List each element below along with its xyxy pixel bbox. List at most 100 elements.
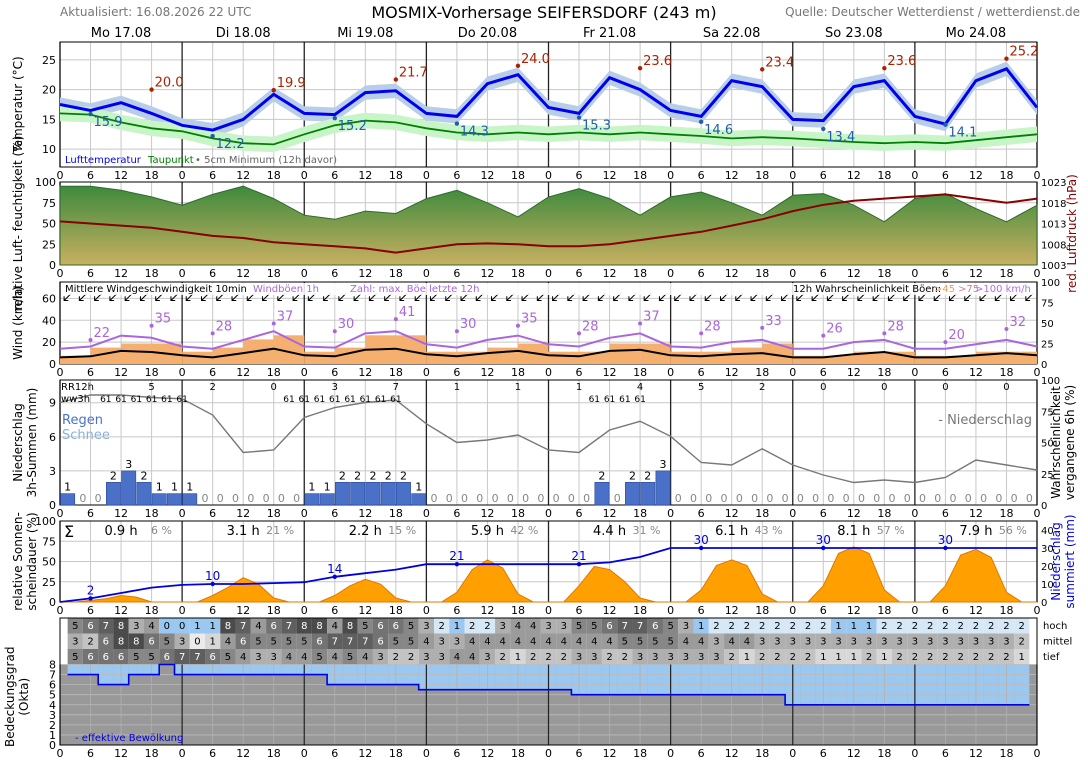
- y-tick-label: 15: [42, 113, 56, 126]
- precip-label: 0: [446, 492, 453, 505]
- ww3h-value: 61: [344, 395, 355, 405]
- cloud-cell-tief: [159, 649, 175, 665]
- cloud-cell-value: 6: [209, 652, 215, 663]
- cloud-sky-segment: [678, 664, 694, 695]
- x-tick-label: 12: [969, 267, 983, 280]
- x-tick-label: 0: [179, 604, 186, 617]
- precip-label: 0: [293, 492, 300, 505]
- cloud-cell-value: 4: [148, 621, 154, 632]
- day-label: Sa 22.08: [703, 26, 761, 41]
- cloud-cell-hoch: [98, 618, 114, 634]
- ww3h-value: 61: [314, 395, 325, 405]
- x-tick-label: 12: [114, 267, 128, 280]
- rr12h-value: 0: [942, 382, 948, 393]
- cloud-cell-hoch: [632, 618, 648, 634]
- cloud-sky-segment: [128, 664, 144, 675]
- precip-sum-marker: [576, 562, 582, 567]
- precip-label: 0: [79, 492, 86, 505]
- x-tick-label: 18: [633, 169, 647, 182]
- arrow-head: [338, 296, 344, 302]
- y2-tick-label: 1008: [1041, 240, 1066, 251]
- cloud-cell-mittel: [647, 633, 663, 649]
- cloud-cell-value: 3: [652, 652, 658, 663]
- cloud-cell-value: 4: [423, 637, 429, 648]
- tmax-label: 23.4: [765, 55, 794, 70]
- cloud-cell-mittel: [953, 633, 969, 649]
- precip-label: 0: [690, 492, 697, 505]
- cloud-sky-segment: [556, 664, 572, 690]
- cloud-sky-segment: [617, 664, 633, 695]
- y-axis-label: Niederschlag: [11, 403, 25, 481]
- cloud-cell-hoch: [357, 618, 373, 634]
- y2-axis-label: Niederschlag: [1049, 522, 1063, 600]
- cloud-row-label: hoch: [1043, 621, 1067, 632]
- cloud-cell-hoch: [189, 618, 206, 634]
- x-tick-label: 0: [789, 169, 796, 182]
- x-tick-label: 12: [480, 747, 494, 760]
- cloud-cell-value: 6: [240, 637, 246, 648]
- cloud-cell-value: 2: [927, 621, 933, 632]
- precip-label: 0: [736, 492, 743, 505]
- cloud-cell-tief: [235, 649, 251, 665]
- arrow-head: [63, 296, 69, 302]
- arrow-head: [918, 296, 924, 302]
- dewpoint-line: [59, 112, 1038, 146]
- y2-axis-label: red. Luftdruck (hPa): [1065, 174, 1079, 293]
- cloud-cell-tief: [388, 649, 404, 665]
- rr12h-value: 0: [271, 382, 277, 393]
- x-tick-label: 18: [755, 366, 769, 379]
- y-tick-label: 25: [42, 54, 56, 67]
- cloud-cell-hoch: [998, 618, 1015, 634]
- cloud-cell-mittel: [128, 633, 144, 649]
- x-tick-label: 6: [453, 366, 460, 379]
- cloud-cell-hoch: [876, 618, 892, 634]
- precip-bar: [105, 481, 121, 506]
- daily-sunshine-percent: 43 %: [755, 524, 783, 537]
- x-tick-label: 0: [789, 366, 796, 379]
- legend-p45: >45: [934, 284, 955, 295]
- precip-label: 0: [766, 492, 773, 505]
- arrow-head: [811, 296, 817, 302]
- x-tick-label: 6: [942, 507, 949, 520]
- cloud-cell-hoch: [846, 618, 862, 634]
- rr12h-value: 3: [332, 382, 338, 393]
- x-tick-label: 6: [453, 507, 460, 520]
- cloud-cell-value: 2: [790, 652, 796, 663]
- cloud-cell-hoch: [739, 618, 755, 634]
- cloud-row-label: mittel: [1043, 637, 1072, 648]
- precip-sum-marker: [943, 545, 948, 551]
- arrow-head: [1010, 296, 1015, 302]
- x-tick-label: 0: [911, 747, 918, 760]
- precip-label: 0: [797, 492, 804, 505]
- cloud-cell-mittel: [479, 633, 496, 649]
- cloud-cell-tief: [693, 649, 709, 665]
- cloud-cell-value: 2: [744, 621, 750, 632]
- gust-line: [59, 330, 1038, 350]
- cloud-sky-segment: [739, 664, 755, 695]
- tmin-marker: [698, 119, 704, 124]
- x-tick-label: 0: [301, 507, 308, 520]
- rr12h-value: 1: [576, 382, 582, 393]
- cloud-cell-value: 4: [469, 652, 475, 663]
- cloud-cell-hoch: [128, 618, 144, 634]
- cloud-cell-tief: [830, 649, 847, 665]
- cloud-cell-mittel: [143, 633, 160, 649]
- cloud-cell-value: 2: [1003, 621, 1009, 632]
- arrow-head: [887, 296, 893, 302]
- x-tick-label: 0: [423, 507, 430, 520]
- cloud-cell-value: 2: [1019, 637, 1025, 648]
- cloud-cell-tief: [281, 649, 297, 665]
- cloud-cell-value: 6: [164, 652, 170, 663]
- cloud-cell-hoch: [693, 618, 709, 634]
- cloud-cell-mittel: [434, 633, 450, 649]
- effective-cloud-line: [67, 663, 1030, 706]
- y-tick-label: 0: [49, 596, 56, 609]
- x-tick-label: 0: [423, 267, 430, 280]
- precip-label: 0: [888, 492, 895, 505]
- cloud-cell-value: 7: [362, 637, 368, 648]
- x-tick-label: 18: [389, 507, 403, 520]
- tmax-label: 21.7: [399, 66, 428, 81]
- cloud-cell-mittel: [556, 633, 572, 649]
- cloud-cell-hoch: [266, 618, 282, 634]
